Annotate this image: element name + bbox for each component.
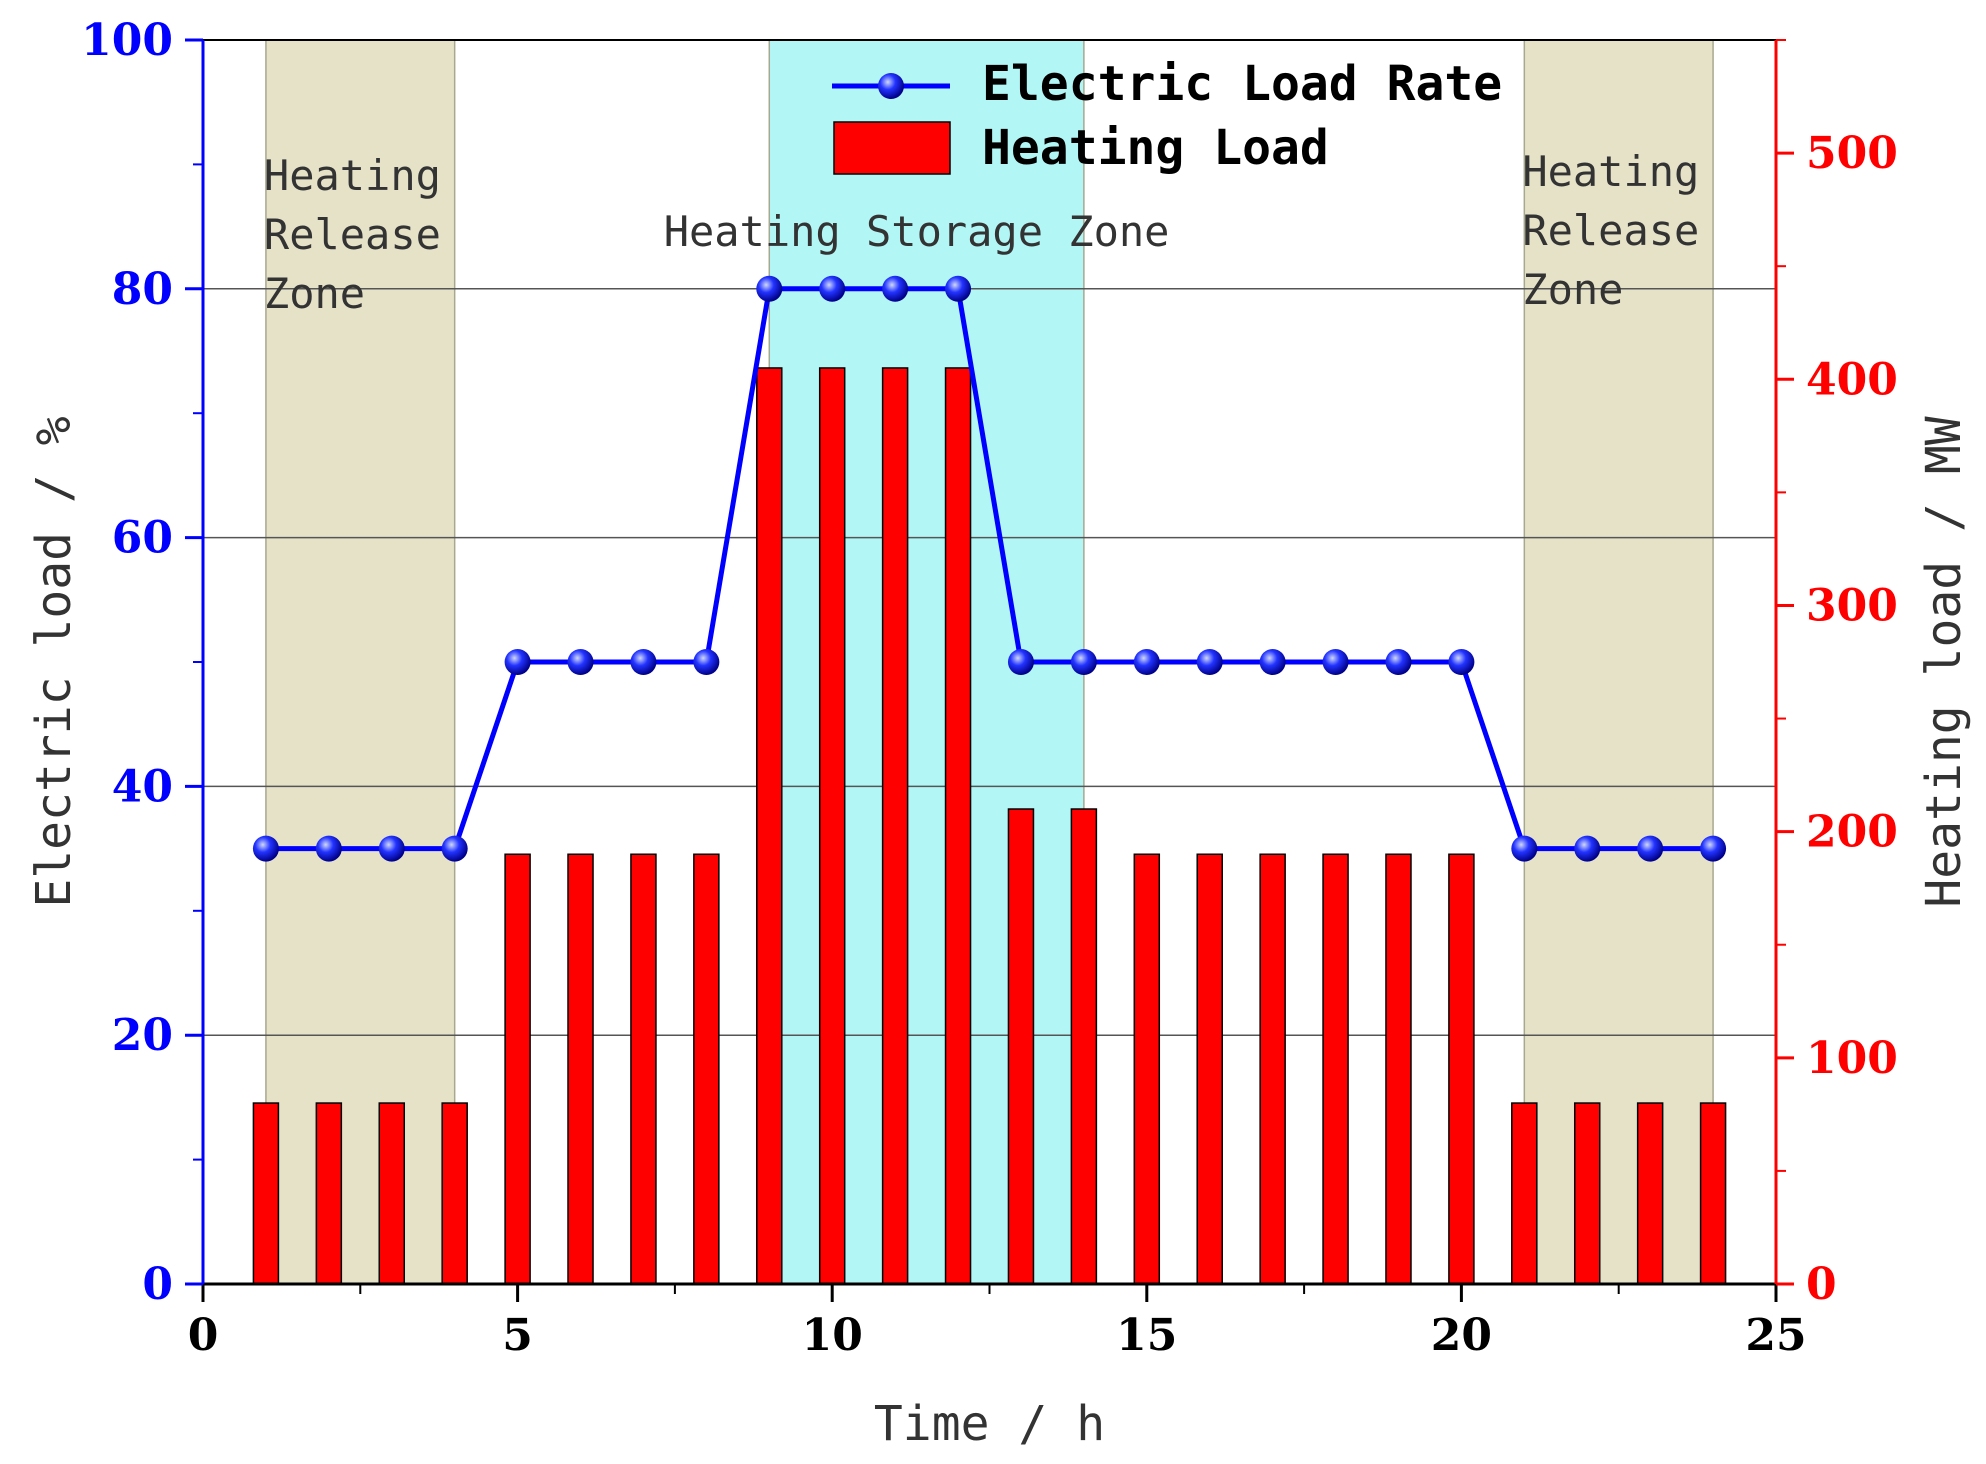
legend-marker-swatch <box>878 73 904 99</box>
zone-label: Zone <box>1522 265 1623 314</box>
heating-load-bar <box>1636 1102 1664 1285</box>
electric-load-point <box>567 649 594 675</box>
left-tick-label: 80 <box>112 264 173 315</box>
heating-load-bar <box>567 853 594 1285</box>
right-tick-label: 100 <box>1806 1033 1898 1084</box>
heating-load-bar <box>1385 853 1412 1285</box>
right-tick-label: 0 <box>1806 1259 1837 1310</box>
electric-load-point <box>693 649 720 675</box>
electric-load-point <box>1322 649 1349 675</box>
left-tick-label: 40 <box>112 761 173 812</box>
heating-load-bar <box>1259 853 1286 1285</box>
electric-load-point <box>315 835 342 862</box>
heating-load-bar <box>818 367 846 1285</box>
heating-load-bar <box>756 367 783 1285</box>
axis-titles: Time / h Electric load / % Heating load / … <box>26 416 1972 1452</box>
left-axis-title: Electric load / % <box>26 416 82 907</box>
zone-label: Release <box>1522 206 1699 255</box>
zone-label: Heating <box>264 151 441 200</box>
heating-load-bar <box>1699 1102 1727 1285</box>
heating-load-bar <box>1573 1102 1601 1285</box>
electric-load-line <box>252 275 1727 862</box>
electric-load-point <box>1070 649 1097 675</box>
zone-band-3 <box>1524 40 1714 1284</box>
heating-load-bar <box>378 1102 406 1285</box>
x-axis-title: Time / h <box>874 1396 1105 1452</box>
electric-load-point <box>504 649 531 675</box>
electric-load-point <box>252 835 279 862</box>
heating-load-bar <box>1133 853 1161 1285</box>
electric-load-point <box>1511 835 1538 862</box>
heating-load-bar <box>252 1102 280 1285</box>
grid <box>203 288 1776 1036</box>
right-tick-label: 500 <box>1806 128 1898 179</box>
left-tick-label: 0 <box>142 1259 173 1310</box>
left-tick-label: 100 <box>81 15 173 66</box>
zone-labels: Heating Release Zone Heating Storage Zone He… <box>264 147 1699 318</box>
heating-load-bar <box>693 853 720 1285</box>
electric-load-point <box>1637 835 1664 862</box>
legend-label-heating: Heating Load <box>982 120 1329 176</box>
right-tick-label: 400 <box>1806 354 1898 405</box>
electric-load-polyline <box>265 286 1714 852</box>
electric-load-point <box>819 275 846 302</box>
heating-load-bar <box>504 853 531 1285</box>
heating-load-bar <box>944 367 972 1285</box>
zone-label: Heating Storage Zone <box>664 207 1170 256</box>
heating-load-bar <box>1448 853 1475 1285</box>
x-tick-label: 10 <box>802 1310 863 1361</box>
zone-band-1 <box>265 40 455 1284</box>
heating-load-bars <box>252 367 1727 1285</box>
heating-load-bar <box>881 367 909 1285</box>
heating-load-bar <box>1196 853 1223 1285</box>
zone-label: Zone <box>264 269 365 318</box>
x-tick-label: 25 <box>1745 1310 1806 1361</box>
electric-load-point <box>1700 835 1727 862</box>
electric-load-point <box>378 835 405 862</box>
right-axis-title: Heating load / MW <box>1916 416 1972 907</box>
electric-load-point <box>1007 649 1034 675</box>
electric-load-point <box>1133 649 1160 675</box>
electric-load-point <box>882 275 909 302</box>
zone-label: Heating <box>1522 147 1699 196</box>
x-tick-label: 5 <box>502 1310 533 1361</box>
left-tick-label: 20 <box>112 1010 173 1061</box>
x-tick-label: 0 <box>188 1310 219 1361</box>
heating-load-bar <box>315 1102 343 1285</box>
right-tick-label: 200 <box>1806 807 1898 858</box>
electric-load-point <box>441 835 468 862</box>
electric-load-point <box>1448 649 1475 675</box>
electric-load-point <box>1385 649 1412 675</box>
legend-label-electric: Electric Load Rate <box>982 56 1502 112</box>
legend: Electric Load Rate Heating Load <box>832 56 1502 176</box>
x-tick-label: 20 <box>1431 1310 1492 1361</box>
electric-load-point <box>945 275 972 302</box>
heating-load-bar <box>441 1102 468 1285</box>
electric-load-point <box>630 649 657 675</box>
heating-load-bar <box>1322 853 1349 1285</box>
heating-load-bar <box>630 853 657 1285</box>
electric-load-point <box>1196 649 1223 675</box>
zones <box>203 40 1776 1284</box>
heating-load-bar <box>1511 1102 1538 1285</box>
electric-load-point <box>1574 835 1601 862</box>
heating-load-bar <box>1070 808 1098 1285</box>
x-tick-label: 15 <box>1116 1310 1177 1361</box>
left-tick-label: 60 <box>112 513 173 564</box>
electric-load-point <box>756 275 783 302</box>
electric-load-point <box>1259 649 1286 675</box>
legend-bar-swatch <box>833 121 951 175</box>
right-tick-label: 300 <box>1806 580 1898 631</box>
heating-load-bar <box>1007 808 1035 1285</box>
zone-label: Release <box>264 210 441 259</box>
